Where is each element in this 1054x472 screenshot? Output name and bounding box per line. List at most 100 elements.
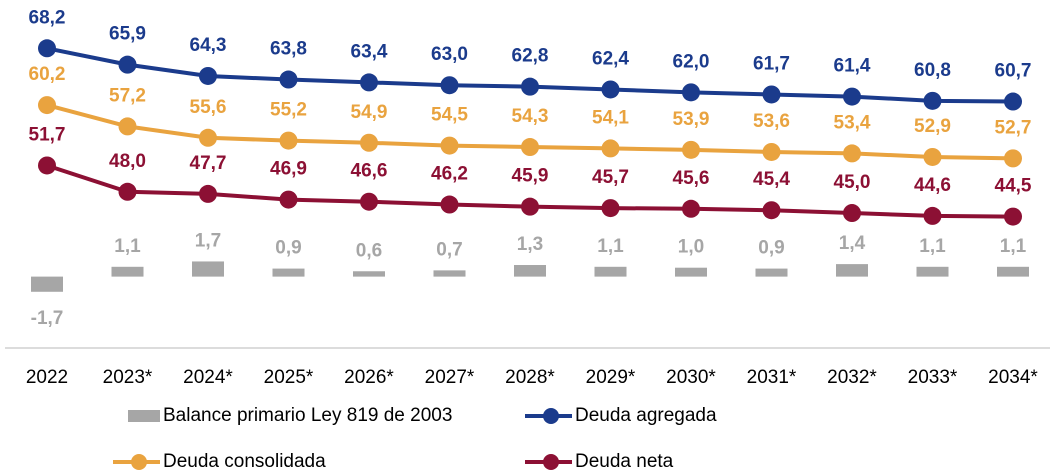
bar [594, 266, 627, 277]
data-label: 57,2 [109, 85, 146, 106]
data-label: 1,3 [517, 234, 543, 255]
bar [433, 270, 466, 277]
marker [682, 199, 700, 218]
data-label: 0,9 [275, 238, 301, 259]
marker [762, 201, 781, 220]
data-label: 0,6 [356, 240, 382, 261]
legend-label: Deuda neta [575, 451, 674, 472]
marker [843, 144, 861, 163]
marker [682, 83, 700, 102]
marker [199, 66, 217, 85]
data-label: 44,6 [914, 175, 951, 196]
data-label: 63,8 [270, 39, 307, 60]
x-tick-label: 2030* [666, 367, 716, 388]
marker [521, 138, 539, 157]
marker [279, 131, 298, 150]
marker [843, 87, 861, 106]
marker [440, 195, 459, 214]
bar [514, 265, 546, 277]
legend-swatch [131, 454, 147, 470]
data-label: 1,1 [114, 236, 141, 257]
data-label: 68,2 [29, 7, 66, 28]
data-label: 44,5 [995, 176, 1032, 197]
data-label: 62,0 [673, 51, 710, 72]
legend-label: Balance primario Ley 819 de 2003 [163, 405, 452, 426]
bar [675, 267, 707, 277]
marker [118, 55, 137, 74]
marker [1004, 207, 1022, 226]
legend-swatch [543, 454, 559, 470]
data-label: 45,7 [592, 167, 629, 188]
bar [192, 261, 224, 277]
legend-label: Deuda consolidada [163, 451, 326, 472]
bar [111, 266, 144, 277]
bar [916, 266, 949, 277]
marker [118, 117, 137, 136]
legend-swatch [128, 410, 160, 422]
data-label: 61,7 [753, 53, 790, 74]
data-label: 53,4 [834, 112, 871, 133]
data-label: 1,4 [839, 233, 866, 254]
data-label: 55,2 [270, 100, 307, 121]
x-tick-label: 2031* [747, 367, 797, 388]
marker [521, 77, 539, 96]
marker [279, 190, 298, 209]
data-label: -1,7 [31, 308, 64, 329]
marker [1004, 149, 1022, 168]
data-label: 53,6 [753, 111, 790, 132]
data-label: 51,7 [29, 124, 66, 145]
data-label: 54,9 [351, 102, 388, 123]
data-label: 64,3 [190, 35, 227, 56]
data-label: 52,9 [914, 116, 951, 137]
x-tick-label: 2023* [103, 367, 153, 388]
data-label: 0,7 [436, 239, 462, 260]
marker [843, 204, 861, 223]
bar [997, 266, 1029, 277]
x-tick-label: 2027* [425, 367, 475, 388]
data-label: 60,2 [29, 64, 66, 85]
data-label: 48,0 [109, 151, 146, 172]
bar [31, 276, 63, 292]
x-tick-label: 2032* [827, 367, 877, 388]
marker [1004, 92, 1022, 111]
legend-label: Deuda agregada [575, 405, 717, 426]
data-label: 47,7 [190, 153, 227, 174]
x-tick-label: 2022 [26, 367, 68, 388]
marker [440, 136, 459, 155]
data-label: 46,6 [351, 161, 388, 182]
data-label: 60,8 [914, 60, 951, 81]
marker [682, 140, 700, 159]
marker [360, 192, 378, 211]
data-label: 45,4 [753, 169, 790, 190]
bar [353, 271, 385, 277]
marker [199, 128, 217, 147]
marker [118, 182, 137, 201]
x-tick-label: 2028* [505, 367, 555, 388]
marker [923, 147, 942, 166]
marker [601, 139, 620, 158]
data-label: 65,9 [109, 24, 146, 45]
x-tick-label: 2034* [988, 367, 1038, 388]
data-label: 62,4 [592, 49, 629, 70]
marker [762, 142, 781, 161]
marker [199, 184, 217, 203]
data-label: 1,1 [1000, 236, 1027, 257]
x-tick-label: 2024* [183, 367, 233, 388]
marker [38, 96, 56, 115]
data-label: 1,1 [597, 236, 624, 257]
bar [272, 268, 305, 277]
x-tick-label: 2026* [344, 367, 394, 388]
marker [360, 133, 378, 152]
data-label: 1,7 [195, 230, 221, 251]
data-label: 63,4 [351, 41, 388, 62]
data-label: 45,9 [512, 166, 549, 187]
marker [279, 70, 298, 89]
marker [601, 199, 620, 218]
marker [38, 156, 56, 175]
data-label: 54,3 [512, 106, 549, 127]
marker [601, 80, 620, 99]
marker [923, 206, 942, 225]
data-label: 52,7 [995, 117, 1032, 138]
data-label: 54,1 [592, 107, 629, 128]
